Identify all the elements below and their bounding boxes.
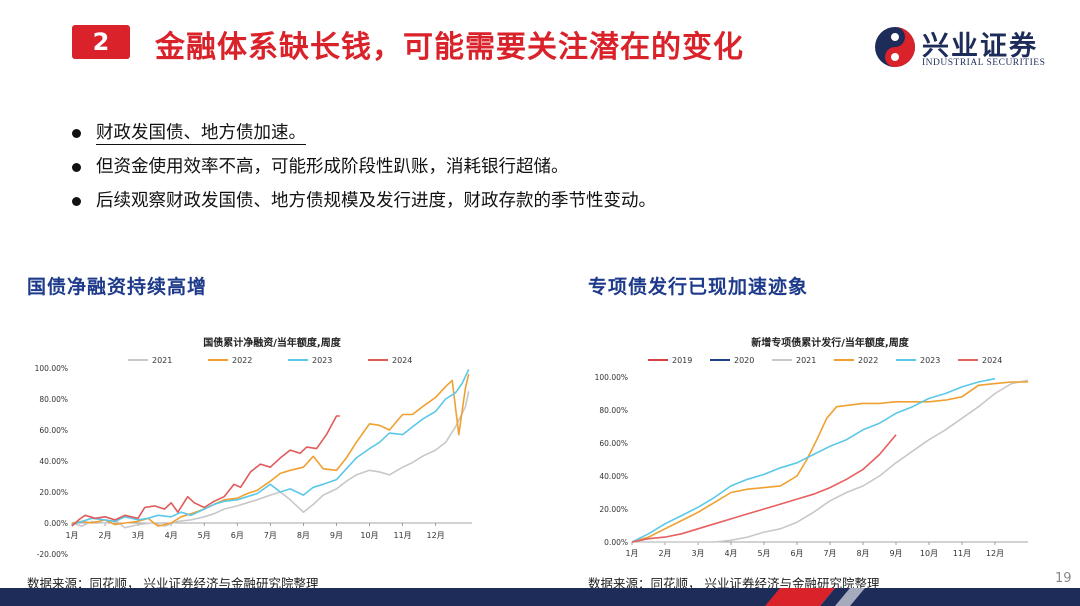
y-tick-label: 100.00% <box>35 364 68 373</box>
x-tick-label: 10月 <box>360 531 378 540</box>
treasury-financing-chart: 国债累计净融资/当年额度,周度 2021 2022 2023 2024 -20.00% 0.… <box>35 336 472 559</box>
legend-label: 2021 <box>152 356 172 365</box>
x-tick-label: 2月 <box>99 531 112 540</box>
legend-label: 2023 <box>312 356 332 365</box>
legend-label: 2022 <box>858 356 878 365</box>
bullet-item: 后续观察财政发国债、地方债规模及发行进度，财政存款的季节性变动。 <box>70 184 656 218</box>
series-line-2021 <box>71 391 470 529</box>
x-tick-label: 8月 <box>297 531 310 540</box>
x-tick-label: 12月 <box>427 531 445 540</box>
y-tick-label: 60.00% <box>599 439 628 448</box>
footer-decoration <box>0 588 1080 606</box>
x-tick-label: 5月 <box>757 549 770 558</box>
x-tick-label: 6月 <box>790 549 803 558</box>
legend-label: 2024 <box>982 356 1002 365</box>
series-line-2022 <box>631 381 1028 543</box>
bullet-list: 财政发国债、地方债加速。 但资金使用效率不高，可能形成阶段性趴账，消耗银行超储。… <box>70 116 656 218</box>
x-tick-label: 12月 <box>986 549 1004 558</box>
x-tick-label: 8月 <box>856 549 869 558</box>
right-data-source: 数据来源：同花顺， 兴业证券经济与金融研究院整理 <box>588 576 880 591</box>
page-title: 金融体系缺长钱，可能需要关注潜在的变化 <box>155 30 744 65</box>
x-tick-label: 6月 <box>231 531 244 540</box>
y-tick-label: 0.00% <box>44 519 68 528</box>
left-data-source: 数据来源：同花顺， 兴业证券经济与金融研究院整理 <box>27 576 319 591</box>
x-tick-label: 3月 <box>132 531 145 540</box>
legend-label: 2024 <box>392 356 412 365</box>
bullet-item: 但资金使用效率不高，可能形成阶段性趴账，消耗银行超储。 <box>70 150 656 184</box>
series-line-2023 <box>631 377 996 543</box>
legend-label: 2020 <box>734 356 754 365</box>
logo-english-text: INDUSTRIAL SECURITIES <box>922 58 1046 68</box>
y-tick-label: 40.00% <box>39 457 68 466</box>
logo-chinese-text: 兴业证券 <box>922 31 1038 62</box>
bullet-item: 财政发国债、地方债加速。 <box>70 116 656 150</box>
x-tick-label: 11月 <box>393 531 411 540</box>
x-tick-label: 3月 <box>691 549 704 558</box>
series-line-2024 <box>71 415 340 527</box>
company-logo: 兴业证券 INDUSTRIAL SECURITIES <box>874 24 1064 72</box>
x-tick-label: 2月 <box>658 549 671 558</box>
x-tick-label: 4月 <box>724 549 737 558</box>
section-number-badge: 2 <box>72 25 130 59</box>
y-tick-label: 20.00% <box>599 505 628 514</box>
x-tick-label: 1月 <box>65 531 78 540</box>
y-tick-label: 80.00% <box>39 395 68 404</box>
legend-label: 2021 <box>796 356 816 365</box>
legend-label: 2019 <box>672 356 692 365</box>
x-tick-label: 7月 <box>823 549 836 558</box>
y-tick-label: 20.00% <box>39 488 68 497</box>
page-number: 19 <box>1055 571 1072 586</box>
x-tick-label: 5月 <box>198 531 211 540</box>
x-tick-label: 9月 <box>330 531 343 540</box>
series-line-2024 <box>631 434 897 543</box>
x-tick-label: 1月 <box>625 549 638 558</box>
chart-title: 新增专项债累计发行/当年额度,周度 <box>751 336 909 349</box>
legend-label: 2023 <box>920 356 940 365</box>
logo-mark-icon <box>875 27 915 67</box>
y-tick-label: -20.00% <box>37 550 68 559</box>
special-bond-chart: 新增专项债累计发行/当年额度,周度 2019 2020 2021 2022 2023 202… <box>595 336 1029 558</box>
y-tick-label: 0.00% <box>604 538 628 547</box>
series-line-2023 <box>71 369 470 526</box>
x-tick-label: 10月 <box>920 549 938 558</box>
y-tick-label: 80.00% <box>599 406 628 415</box>
left-chart-heading: 国债净融资持续高增 <box>27 276 208 298</box>
x-tick-label: 4月 <box>165 531 178 540</box>
right-chart-heading: 专项债发行已现加速迹象 <box>588 276 809 298</box>
series-line-2021 <box>632 379 1029 543</box>
series-line-2022 <box>71 374 470 527</box>
y-tick-label: 60.00% <box>39 426 68 435</box>
x-tick-label: 7月 <box>264 531 277 540</box>
x-tick-label: 11月 <box>953 549 971 558</box>
y-tick-label: 40.00% <box>599 472 628 481</box>
x-tick-label: 9月 <box>889 549 902 558</box>
legend-label: 2022 <box>232 356 252 365</box>
y-tick-label: 100.00% <box>595 373 628 382</box>
chart-title: 国债累计净融资/当年额度,周度 <box>203 336 341 349</box>
